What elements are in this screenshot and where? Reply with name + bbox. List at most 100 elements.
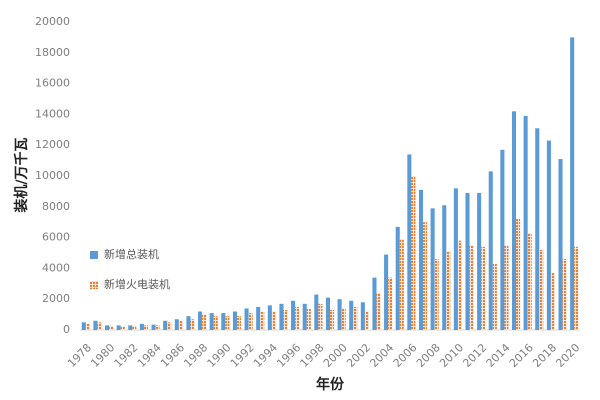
bar — [178, 320, 183, 330]
legend-label: 新增火电装机 — [104, 277, 170, 291]
bar — [248, 313, 253, 330]
y-tick-label: 16000 — [35, 77, 70, 90]
bar — [198, 311, 203, 330]
bar — [465, 192, 470, 330]
bar — [128, 325, 133, 330]
y-tick-label: 4000 — [42, 261, 70, 274]
bar — [267, 305, 272, 330]
x-tick-label: 2020 — [553, 341, 582, 370]
y-tick-label: 6000 — [42, 231, 70, 244]
bar — [407, 154, 412, 330]
legend-swatch — [90, 251, 98, 259]
bar — [434, 259, 439, 330]
bar — [213, 316, 218, 330]
bar — [337, 299, 342, 330]
x-tick-label: 1984 — [135, 341, 164, 370]
bar — [546, 140, 551, 330]
bar — [232, 311, 237, 330]
y-tick-label: 14000 — [35, 107, 70, 120]
x-tick-label: 2004 — [367, 341, 396, 370]
bar — [469, 245, 474, 330]
bar — [488, 171, 493, 330]
bar — [143, 325, 149, 330]
bar — [511, 111, 517, 330]
y-tick-label: 0 — [63, 323, 70, 336]
bar — [302, 303, 307, 330]
legend-swatch — [90, 281, 98, 289]
bar — [221, 313, 226, 330]
bar — [430, 208, 435, 330]
bar — [271, 311, 276, 330]
bar — [550, 273, 555, 330]
x-tick-label: 1992 — [228, 341, 257, 370]
bar — [318, 303, 323, 330]
bar — [504, 245, 509, 330]
x-tick-label: 1998 — [298, 341, 327, 370]
bar — [85, 323, 90, 330]
bar — [535, 128, 540, 330]
bar — [163, 320, 168, 330]
bar — [109, 326, 114, 330]
x-tick-label: 1978 — [65, 341, 94, 370]
x-axis-title: 年份 — [316, 376, 345, 393]
bar — [202, 314, 207, 330]
bar — [558, 159, 563, 330]
bar — [360, 302, 365, 330]
bar — [446, 251, 451, 330]
bar — [477, 192, 482, 330]
bar — [151, 324, 156, 330]
bar — [330, 309, 335, 330]
bar — [105, 325, 110, 330]
x-tick-label: 1986 — [158, 341, 187, 370]
bar — [174, 319, 179, 330]
bar — [574, 246, 579, 330]
x-tick-label: 2016 — [507, 341, 536, 370]
y-tick-label: 18000 — [35, 46, 70, 59]
bar — [190, 319, 195, 330]
bar — [353, 306, 358, 330]
x-tick-label: 2000 — [321, 341, 350, 370]
x-tick-label: 1994 — [251, 341, 280, 370]
bar — [562, 259, 567, 330]
bar — [325, 297, 330, 330]
y-tick-label: 2000 — [42, 292, 70, 305]
bar — [186, 316, 191, 330]
bar — [384, 254, 389, 330]
bar — [279, 303, 284, 330]
x-tick-label: 2006 — [391, 341, 420, 370]
bar — [523, 115, 528, 330]
y-axis-title: 装机/万千瓦 — [13, 137, 30, 213]
x-tick-label: 1996 — [274, 341, 303, 370]
y-tick-label: 20000 — [35, 15, 70, 28]
bar — [442, 205, 447, 330]
x-tick-label: 1982 — [112, 341, 141, 370]
bar — [500, 149, 505, 330]
bar — [570, 37, 575, 331]
x-tick-label: 2012 — [460, 341, 489, 370]
legend-label: 新增总装机 — [104, 247, 159, 261]
bar — [291, 300, 296, 330]
bar — [516, 219, 521, 330]
bar — [539, 249, 544, 330]
bar — [97, 322, 102, 330]
y-tick-label: 12000 — [35, 138, 70, 151]
bar — [453, 188, 458, 330]
bar — [492, 263, 497, 330]
bar — [236, 316, 242, 330]
x-tick-label: 2002 — [344, 341, 373, 370]
bar — [457, 240, 462, 330]
x-tick-label: 2008 — [414, 341, 443, 370]
x-tick-label: 2014 — [484, 341, 513, 370]
bar — [341, 308, 346, 330]
x-tick-label: 2018 — [530, 341, 559, 370]
bar — [349, 300, 354, 330]
bar — [411, 176, 416, 330]
x-tick-label: 1980 — [88, 341, 117, 370]
bar — [132, 326, 137, 330]
bar — [120, 326, 125, 330]
bar — [155, 325, 160, 330]
bar — [93, 320, 98, 330]
bar — [116, 325, 121, 330]
y-tick-label: 8000 — [42, 200, 70, 213]
